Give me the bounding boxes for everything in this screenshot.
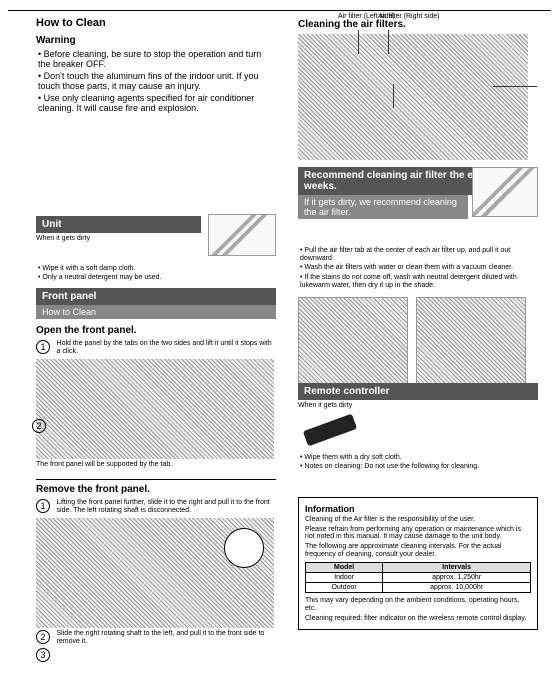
cleaning-icon xyxy=(472,167,538,217)
info-box: Information Cleaning of the Air filter i… xyxy=(298,497,538,630)
step-text: Slide the right rotating shaft to the le… xyxy=(57,630,273,645)
td: Outdoor xyxy=(306,583,383,593)
filter-wash-illustration-1 xyxy=(298,297,408,385)
filter-bullet: • If the stains do not come off, wash wi… xyxy=(300,274,538,289)
filter-unit-illustration xyxy=(298,34,528,160)
warning-bullet: • Use only cleaning agents specified for… xyxy=(38,93,276,113)
filter-bullet: • Pull the air filter tab at the center … xyxy=(300,247,538,262)
step-number: 1 xyxy=(36,340,50,354)
td: Indoor xyxy=(306,573,383,583)
panel-subheader: How to Clean xyxy=(36,305,276,319)
page-heading: How to Clean xyxy=(36,17,276,29)
remote-bullet: • Notes on cleaning: Do not use the foll… xyxy=(300,463,538,471)
info-p3: The following are approximate cleaning i… xyxy=(305,543,531,558)
info-table: Model Intervals Indoor approx. 1,250hr O… xyxy=(305,562,531,593)
filter-wash-illustration-2 xyxy=(416,297,526,385)
remote-header: Remote controller xyxy=(298,383,538,400)
info-p1: Cleaning of the Air filter is the respon… xyxy=(305,516,531,524)
filter-bullet: • Wash the air filters with water or cle… xyxy=(300,264,538,272)
step-number: 1 xyxy=(36,499,50,513)
step-number: 2 xyxy=(32,419,46,433)
th-intervals: Intervals xyxy=(383,563,531,573)
unit-illustration xyxy=(208,214,276,256)
filter-label-left: Air filter (Right side) xyxy=(378,13,439,21)
td: approx. 1,250hr xyxy=(383,573,531,583)
info-p4: This may vary depending on the ambient c… xyxy=(305,597,531,612)
remove-panel-illustration xyxy=(36,518,274,628)
warning-title: Warning xyxy=(36,35,276,46)
remove-step-label: Remove the front panel. xyxy=(36,484,276,495)
remote-illustration xyxy=(298,414,358,454)
step-number: 3 xyxy=(36,648,50,662)
recommend-sub: If it gets dirty, we recommend cleaning … xyxy=(298,195,468,219)
info-p5: Cleaning required: filter indicator on t… xyxy=(305,615,531,623)
remote-subtitle: When it gets dirty xyxy=(298,402,538,410)
warning-block: Warning • Before cleaning, be sure to st… xyxy=(36,35,276,113)
td: approx. 10,000hr xyxy=(383,583,531,593)
info-title: Information xyxy=(305,504,531,514)
step-text: Hold the panel by the tabs on the two si… xyxy=(57,340,273,355)
unit-bullet: • Only a neutral detergent may be used. xyxy=(38,274,276,282)
step-text: Lifting the front panel further, slide i… xyxy=(57,499,273,514)
step-text-2: The front panel will be supported by the… xyxy=(36,461,276,469)
step-number: 2 xyxy=(36,630,50,644)
info-p2: Please refrain from performing any opera… xyxy=(305,526,531,541)
unit-bullet: • Wipe it with a soft damp cloth. xyxy=(38,265,276,273)
warning-bullet: • Don't touch the aluminum fins of the i… xyxy=(38,71,276,91)
panel-header: Front panel xyxy=(36,288,276,305)
open-step-label: Open the front panel. xyxy=(36,325,276,336)
th-model: Model xyxy=(306,563,383,573)
remote-bullet: • Wipe them with a dry soft cloth. xyxy=(300,454,538,462)
unit-header: Unit xyxy=(36,216,201,233)
warning-bullet: • Before cleaning, be sure to stop the o… xyxy=(38,49,276,69)
open-panel-illustration: 2 xyxy=(36,359,274,459)
